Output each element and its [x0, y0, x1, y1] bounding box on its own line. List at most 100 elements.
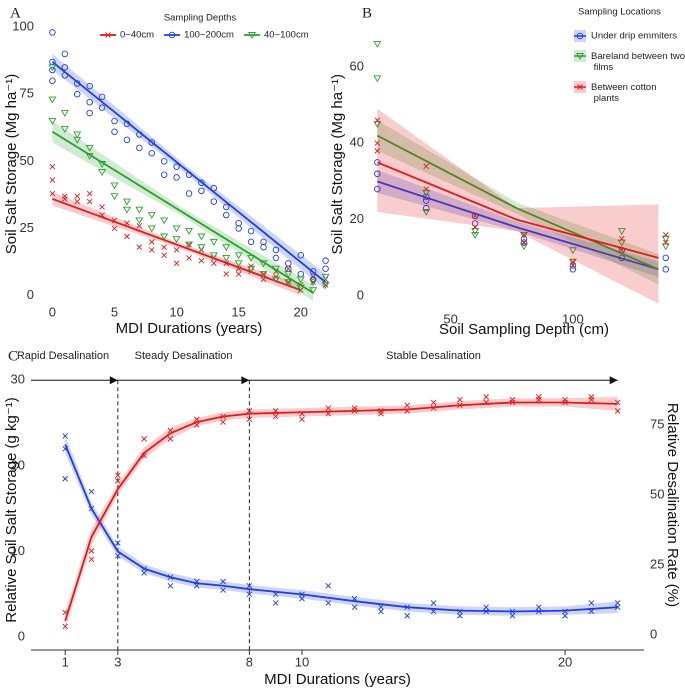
point [115, 552, 121, 559]
point [299, 416, 305, 423]
point [136, 222, 143, 229]
point [614, 399, 621, 406]
y2-axis-label: Relative Desalination Rate (%) [664, 403, 681, 607]
confidence-band [377, 120, 659, 285]
point [577, 84, 583, 90]
point [49, 163, 56, 170]
legend-title: Sampling Locations [578, 7, 661, 18]
fit-line [376, 134, 659, 271]
arrow-head [109, 376, 118, 385]
point [247, 238, 255, 246]
fit-line [376, 161, 659, 259]
point [123, 120, 131, 127]
point [235, 225, 242, 232]
series [64, 435, 618, 616]
point [570, 262, 576, 269]
point [110, 193, 119, 201]
point [562, 608, 568, 615]
point [167, 574, 174, 581]
point [662, 266, 670, 273]
point [123, 136, 131, 144]
point [172, 225, 181, 233]
point [248, 32, 256, 39]
point [325, 582, 332, 589]
point [297, 252, 305, 259]
point [430, 608, 437, 615]
point [49, 66, 56, 74]
point [246, 582, 253, 589]
point [423, 163, 430, 169]
point [135, 206, 144, 214]
point [122, 206, 131, 214]
point [568, 258, 577, 266]
point [351, 595, 358, 602]
point [86, 109, 93, 117]
point [309, 268, 317, 275]
legend-label: Bareland between two films [591, 51, 685, 73]
point [272, 591, 279, 598]
point [60, 110, 69, 117]
point [521, 232, 527, 238]
point [471, 228, 480, 235]
point [141, 436, 147, 442]
point [457, 396, 463, 403]
fit-line [51, 131, 314, 294]
point [161, 244, 167, 251]
point [88, 488, 95, 495]
x-tick-label: 50 [443, 311, 457, 326]
point [167, 582, 174, 589]
point [588, 396, 595, 403]
point [111, 225, 118, 232]
series [376, 108, 659, 304]
point [422, 193, 430, 200]
point [576, 32, 584, 40]
point [135, 217, 144, 225]
point [99, 204, 105, 210]
point [374, 148, 381, 154]
y-tick-label: 60 [350, 58, 364, 73]
point [48, 118, 57, 125]
point [661, 243, 670, 251]
point [569, 266, 577, 273]
point [223, 271, 230, 277]
point [404, 612, 411, 619]
point [173, 247, 180, 253]
point [48, 64, 57, 72]
point [160, 233, 169, 241]
annotation: Steady Desalination [135, 350, 233, 362]
point [172, 236, 181, 244]
confidence-band [65, 396, 618, 630]
point [373, 75, 382, 83]
point [185, 171, 193, 178]
point [136, 144, 143, 152]
point [85, 144, 94, 152]
point [161, 252, 167, 259]
series [52, 192, 302, 296]
x-tick-label: 3 [114, 654, 121, 669]
point [235, 265, 242, 272]
point [378, 608, 384, 615]
x-tick-label: 15 [231, 304, 245, 319]
point [74, 193, 81, 200]
point [259, 271, 268, 278]
point [472, 224, 478, 231]
legend-label: 40~100cm [264, 30, 309, 41]
fit-line [52, 198, 302, 292]
y-tick-label: 25 [20, 220, 34, 235]
point [111, 117, 118, 125]
point [61, 64, 69, 71]
confidence-band [377, 169, 659, 277]
point [88, 556, 95, 563]
point [198, 187, 205, 195]
point [374, 140, 381, 147]
point [167, 427, 174, 434]
point [186, 255, 192, 261]
point [193, 578, 200, 585]
y-axis-label: Relative Soil Salt Storage (g kg⁻¹) [3, 397, 20, 623]
series [376, 120, 659, 285]
x-tick-label: 0 [49, 304, 56, 319]
point [98, 104, 106, 111]
point [62, 196, 68, 202]
point [148, 150, 155, 157]
